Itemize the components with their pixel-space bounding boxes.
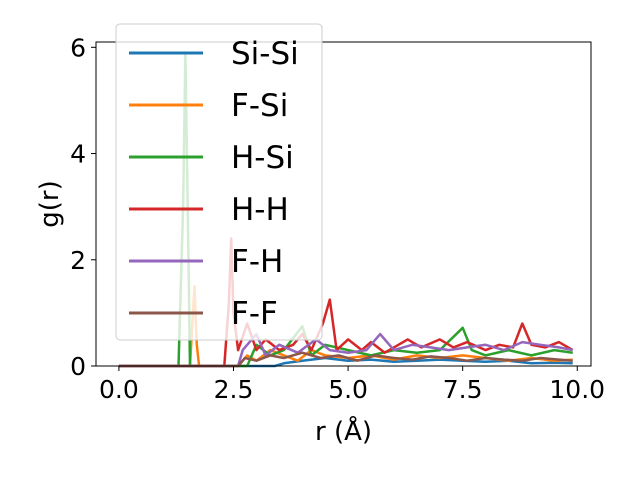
plot-frame	[95, 41, 592, 367]
x-axis-ticks: 0.0 2.5 5.0 7.5 10.0	[99, 366, 605, 404]
legend-label: F-F	[231, 296, 278, 332]
legend-label: H-H	[231, 192, 289, 228]
legend-label: H-Si	[231, 140, 294, 176]
y-tick-label: 6	[70, 33, 86, 62]
x-tick-label: 10.0	[549, 375, 605, 404]
y-tick-label: 2	[70, 246, 86, 275]
x-tick-label: 7.5	[443, 375, 483, 404]
series-line-4	[118, 332, 573, 368]
y-tick-label: 4	[70, 140, 86, 169]
legend-label: Si-Si	[231, 36, 299, 72]
series-line-5	[118, 351, 573, 368]
x-axis-label: r (Å)	[315, 415, 372, 447]
legend-label: F-Si	[231, 88, 288, 124]
legend: Si-Si F-Si H-Si H-H F-H F-F	[115, 23, 323, 341]
y-axis-ticks: 0 2 4 6	[70, 33, 96, 381]
y-tick-label: 0	[70, 352, 86, 381]
x-tick-label: 5.0	[328, 375, 368, 404]
series-line-0	[118, 356, 573, 368]
legend-label: F-H	[231, 244, 283, 280]
y-axis-label: g(r)	[35, 180, 65, 227]
x-tick-label: 2.5	[214, 375, 254, 404]
x-tick-label: 0.0	[99, 375, 139, 404]
